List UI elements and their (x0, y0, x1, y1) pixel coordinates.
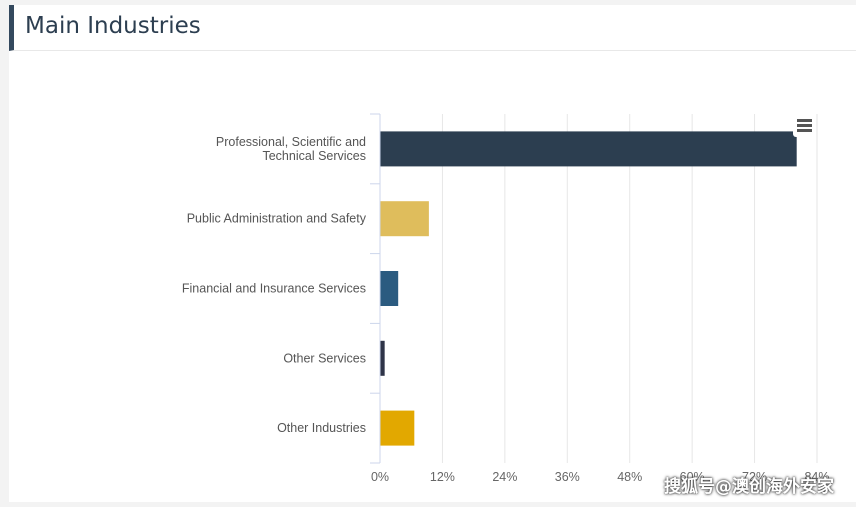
panel-header: Main Industries (9, 5, 856, 51)
hamburger-menu-icon (797, 119, 812, 122)
bar (380, 201, 429, 237)
category-label: Technical Services (262, 149, 366, 163)
category-label: Professional, Scientific and (216, 135, 366, 149)
x-tick-label: 36% (555, 470, 580, 484)
chart-panel: Main Industries (9, 5, 856, 502)
bar (380, 131, 797, 167)
category-label: Public Administration and Safety (187, 212, 367, 226)
x-tick-label: 48% (617, 470, 642, 484)
x-tick-label: 72% (742, 470, 767, 484)
x-tick-label: 24% (492, 470, 517, 484)
bar (380, 410, 415, 446)
x-tick-label: 12% (430, 470, 455, 484)
x-tick-label: 84% (804, 470, 829, 484)
hamburger-menu-icon-line (797, 129, 812, 132)
bar (380, 271, 399, 306)
x-tick-label: 60% (680, 470, 705, 484)
page-title: Main Industries (25, 13, 201, 39)
category-label: Financial and Insurance Services (182, 282, 366, 296)
x-tick-label: 0% (371, 470, 389, 484)
bar (380, 340, 385, 376)
hamburger-menu-icon-line (797, 124, 812, 127)
category-label: Other Services (283, 351, 366, 365)
watermark: 搜狐号@澳创海外安家 (664, 477, 834, 497)
category-label: Other Industries (277, 421, 366, 435)
chart-menu-button[interactable] (793, 115, 815, 137)
